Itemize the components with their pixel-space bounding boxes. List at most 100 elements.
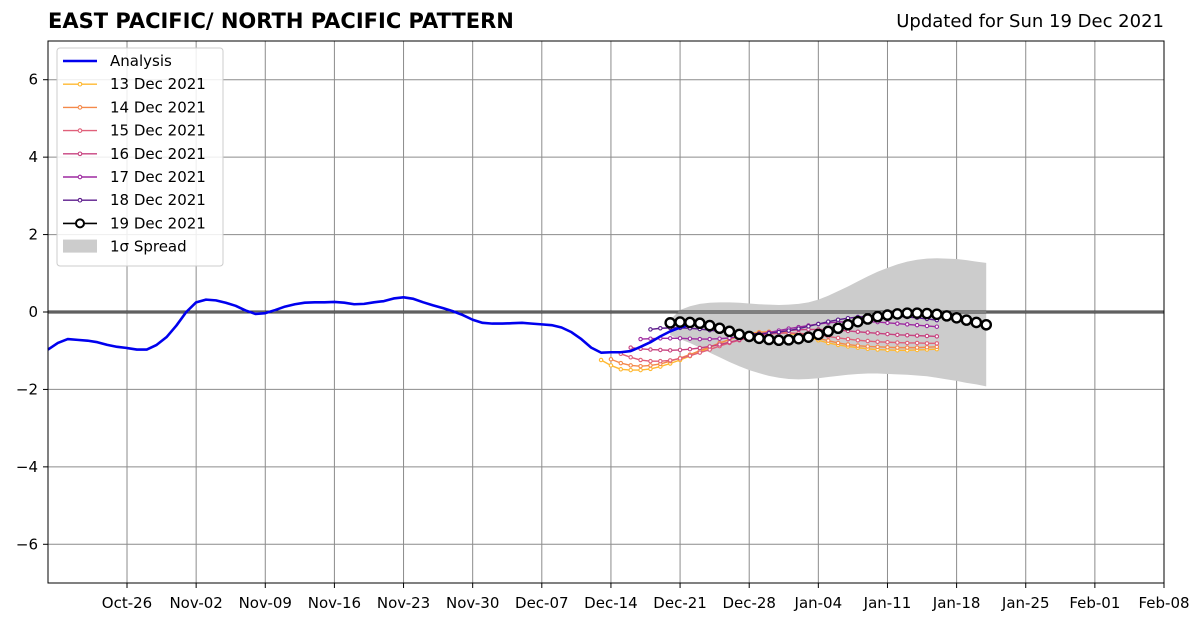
series-point xyxy=(950,312,963,324)
series-point xyxy=(835,317,841,322)
series-point xyxy=(832,322,844,335)
series-point xyxy=(667,348,673,353)
series-19-dec-2021 xyxy=(664,307,993,347)
series-point xyxy=(733,328,746,341)
series-point xyxy=(934,341,940,346)
legend-item-analysis: Analysis xyxy=(63,52,172,70)
x-tick-label: Oct-26 xyxy=(102,594,152,612)
series-point xyxy=(924,341,930,346)
legend-marker xyxy=(77,197,83,203)
y-tick-label: −2 xyxy=(16,380,38,398)
legend-swatch xyxy=(63,239,97,253)
series-point xyxy=(924,323,930,329)
x-tick-label: Nov-09 xyxy=(239,594,292,612)
series-point xyxy=(934,344,940,350)
series-point xyxy=(648,366,653,372)
series-point xyxy=(934,324,940,329)
series-point xyxy=(638,357,643,363)
series-point xyxy=(852,315,864,328)
series-point xyxy=(934,334,940,339)
legend-item-18-dec-2021: 18 Dec 2021 xyxy=(63,191,206,209)
series-point xyxy=(707,336,712,342)
series-point xyxy=(628,367,633,373)
series-point xyxy=(855,329,861,334)
legend-item-14-dec-2021: 14 Dec 2021 xyxy=(63,98,206,116)
series-point xyxy=(885,339,890,345)
x-tick-label: Jan-18 xyxy=(932,594,981,612)
series-point xyxy=(618,367,624,372)
legend-marker xyxy=(77,128,83,133)
series-point xyxy=(845,342,851,347)
x-tick-label: Jan-25 xyxy=(1001,594,1050,612)
legend-marker xyxy=(75,218,85,229)
series-point xyxy=(628,355,633,360)
series-point xyxy=(648,358,653,364)
x-tick-label: Dec-21 xyxy=(653,594,707,612)
series-point xyxy=(871,310,884,323)
series-point xyxy=(658,326,663,331)
series-point xyxy=(861,313,874,325)
series-point xyxy=(648,336,653,341)
legend-item-15-dec-2021: 15 Dec 2021 xyxy=(63,122,206,140)
series-point xyxy=(687,353,693,358)
series-point xyxy=(895,332,900,338)
series-point xyxy=(723,325,736,338)
series-point xyxy=(904,332,910,338)
series-point xyxy=(875,344,880,350)
y-tick-label: −4 xyxy=(16,458,38,476)
series-point xyxy=(835,340,841,346)
series-point xyxy=(608,363,614,368)
x-tick-label: Jan-11 xyxy=(863,594,912,612)
series-point xyxy=(904,322,910,327)
x-tick-label: Nov-16 xyxy=(308,594,361,612)
series-point xyxy=(921,307,933,320)
series-point xyxy=(885,344,890,350)
legend-label: 15 Dec 2021 xyxy=(110,122,206,140)
series-point xyxy=(667,358,673,363)
zero-line xyxy=(48,310,1164,314)
legend-label: 1σ Spread xyxy=(110,238,187,256)
series-point xyxy=(855,338,861,343)
series-point xyxy=(895,340,900,345)
legend-item-19-dec-2021: 19 Dec 2021 xyxy=(63,214,206,232)
series-point xyxy=(914,333,920,338)
series-point xyxy=(776,329,782,335)
x-tick-label: Feb-08 xyxy=(1138,594,1189,612)
series-point xyxy=(875,331,880,336)
y-tick-label: 2 xyxy=(28,226,38,244)
series-point xyxy=(940,310,953,322)
series-point xyxy=(717,342,722,347)
series-point xyxy=(628,345,633,350)
series-point xyxy=(697,350,703,355)
series-point xyxy=(901,307,914,319)
series-point xyxy=(806,324,811,329)
series-point xyxy=(648,363,653,368)
series-point xyxy=(802,331,815,343)
legend-item-1-spread: 1σ Spread xyxy=(63,238,187,256)
series-point xyxy=(773,334,785,347)
series-point xyxy=(618,360,624,366)
series-point xyxy=(786,328,791,333)
series-point xyxy=(753,332,765,345)
series-point xyxy=(924,344,930,350)
legend-label: 16 Dec 2021 xyxy=(110,145,206,163)
legend-item-13-dec-2021: 13 Dec 2021 xyxy=(63,75,206,93)
legend-label: 14 Dec 2021 xyxy=(110,98,206,116)
series-point xyxy=(865,338,870,344)
series-point xyxy=(842,318,854,331)
series-point xyxy=(658,347,663,353)
series-point xyxy=(638,336,643,342)
analysis-line xyxy=(47,295,691,354)
y-tick-label: 0 xyxy=(28,303,38,321)
series-point xyxy=(885,331,890,337)
chart-title: EAST PACIFIC/ NORTH PACIFIC PATTERN xyxy=(48,9,514,33)
series-point xyxy=(677,336,683,341)
series-point xyxy=(638,367,643,373)
series-point xyxy=(875,339,880,345)
series-point xyxy=(816,321,821,327)
x-tick-label: Dec-28 xyxy=(722,594,776,612)
series-point xyxy=(677,347,683,353)
legend-marker xyxy=(77,151,83,157)
series-point xyxy=(792,332,805,345)
